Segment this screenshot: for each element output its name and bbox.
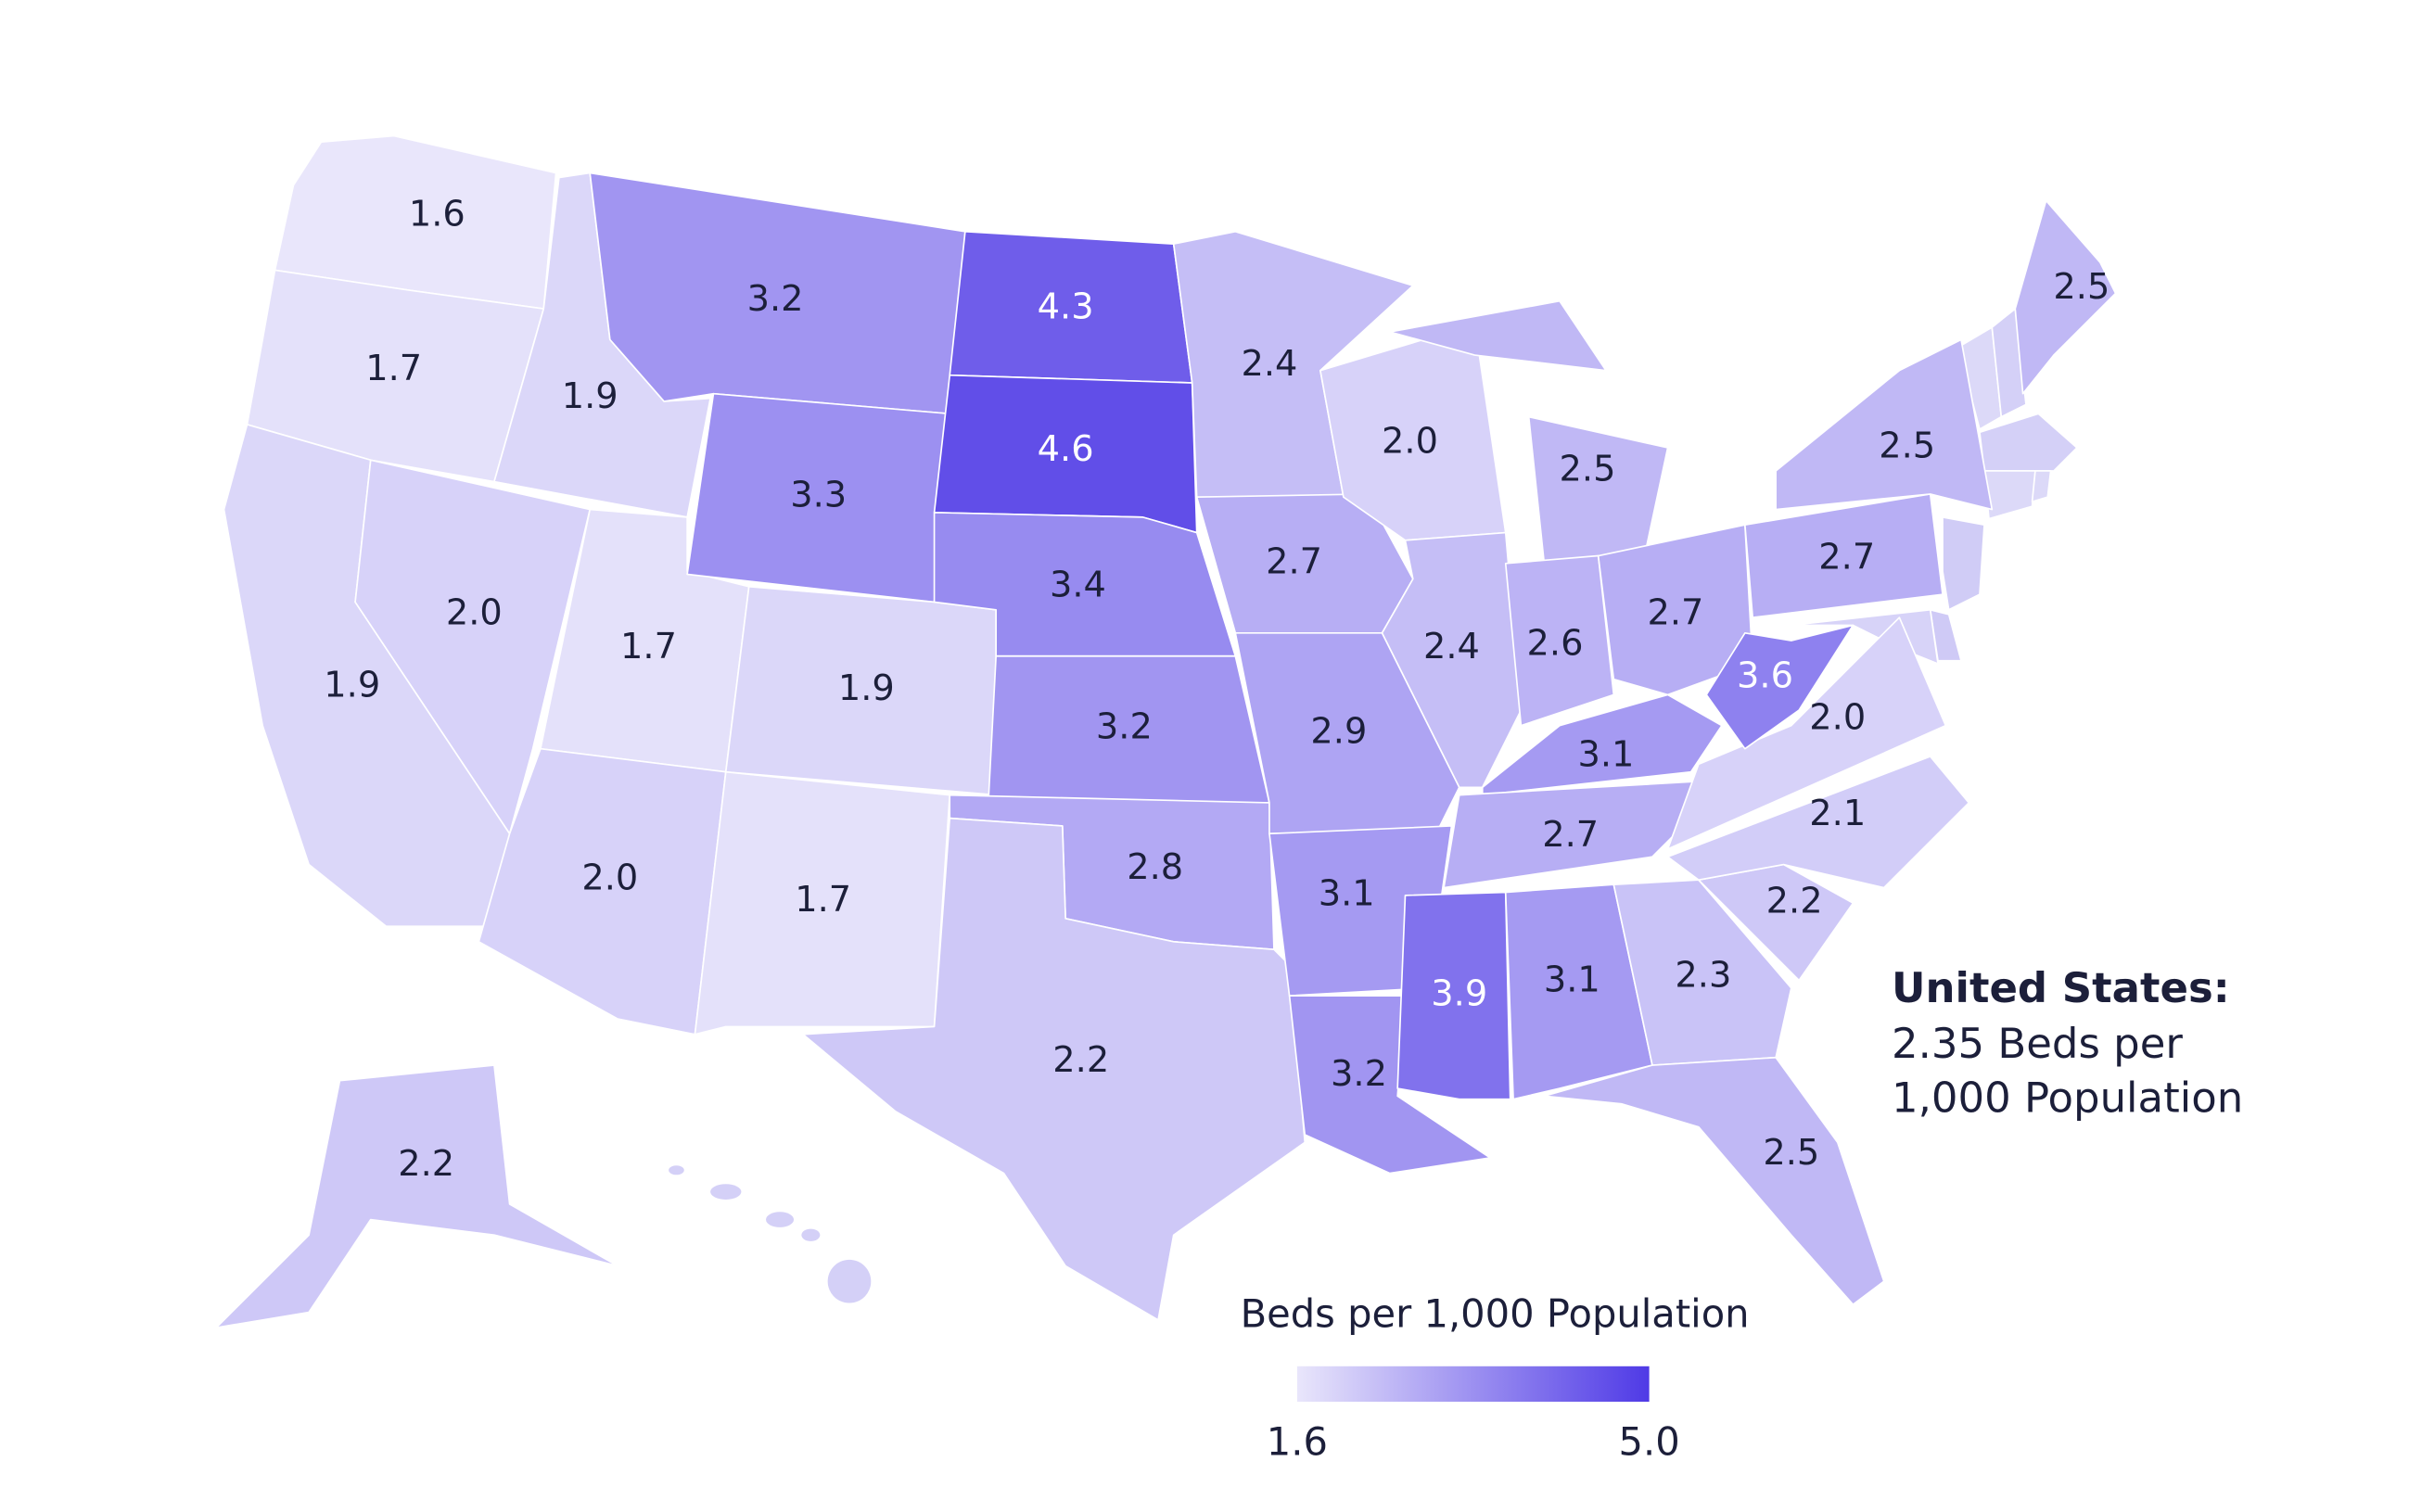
island [766,1212,795,1227]
state-value-label: 2.3 [1675,955,1731,997]
state-value-label: 2.2 [398,1143,454,1185]
state-value-label: 1.6 [409,194,465,235]
state-shape [1705,624,1855,750]
state-value-label: 2.8 [1127,846,1183,888]
annotation-title: United States: [1892,963,2230,1012]
legend-title: Beds per 1,000 Population [1241,1291,1750,1337]
state-value-label: 2.0 [1809,697,1866,739]
state-value-label: 2.7 [1542,814,1599,856]
state-value-label: 3.1 [1578,733,1635,775]
state-value-label: 2.9 [1310,711,1367,753]
state-shape [215,1064,619,1328]
state-value-label: 1.9 [324,665,380,706]
state-shape [1666,756,1970,889]
state-value-label: 4.3 [1038,286,1094,328]
state-value-label: 4.6 [1038,428,1094,470]
state-shape [1396,891,1511,1100]
state-shape [1979,413,2078,472]
state-shape [1666,616,1947,850]
state-value-label: 2.0 [446,591,503,633]
state-value-label: 2.7 [1266,540,1322,582]
state-value-label: 3.1 [1544,959,1600,1001]
state-shape [354,459,592,835]
state-shape [1942,516,1985,611]
state-value-label: 3.4 [1050,564,1106,605]
state-value-label: 2.0 [581,858,638,899]
island [669,1165,684,1175]
state-shape [802,817,1306,1321]
state-labels: 1.6 1.7 1.9 1.9 2.0 1.7 2.0 3.2 3.3 1.9 1.7 4.3 4.6 3… [324,194,2109,1185]
state-value-label: 2.7 [1647,591,1703,633]
state-value-label: 2.5 [1560,448,1616,489]
state-value-label: 1.7 [795,879,851,921]
state-shape [1381,531,1523,789]
state-shape [1775,338,1994,511]
state-value-label: 2.0 [1382,420,1438,462]
state-value-label: 1.9 [562,375,618,417]
state-shape [1983,470,2036,520]
state-shape [1504,883,1653,1100]
state-value-label: 2.5 [1879,425,1935,466]
state-value-label: 3.9 [1431,973,1487,1015]
state-value-label: 3.3 [790,475,847,516]
unlabeled-states [669,308,2078,1303]
states [215,134,2117,1328]
state-shape [246,269,545,483]
state-value-label: 2.2 [1052,1039,1109,1081]
state-value-label: 2.5 [2053,266,2109,308]
annotation-line: 1,000 Population [1892,1073,2243,1122]
state-value-label: 3.2 [1331,1053,1387,1095]
island [801,1228,821,1241]
state-shape [1543,1056,1885,1306]
state-value-label: 3.1 [1319,872,1375,914]
state-shape [1443,779,1731,889]
island [710,1184,742,1200]
state-value-label: 3.2 [747,278,804,320]
state-value-label: 1.7 [365,348,422,389]
legend-tick-label: 1.6 [1267,1419,1328,1465]
state-shape [1612,879,1792,1066]
state-value-label: 2.5 [1763,1132,1819,1174]
legend-ticks: 1.6 5.0 [1267,1419,1680,1465]
state-shape [1597,524,1754,696]
legend-colorbar [1296,1366,1650,1403]
island [827,1259,872,1303]
state-value-label: 2.4 [1423,626,1480,667]
annotation-line: 2.35 Beds per [1892,1019,2183,1068]
state-value-label: 2.4 [1241,343,1297,385]
state-shape [1744,493,1944,618]
state-value-label: 3.6 [1737,655,1793,697]
state-value-label: 2.1 [1809,793,1866,834]
state-value-label: 1.9 [838,667,895,709]
state-value-label: 2.7 [1818,536,1875,578]
state-value-label: 2.2 [1766,881,1823,922]
state-shape [694,770,951,1036]
state-value-label: 2.6 [1527,623,1584,665]
state-shape [2031,470,2052,503]
legend-tick-label: 5.0 [1619,1419,1680,1465]
state-value-label: 3.2 [1096,706,1153,748]
state-value-label: 1.7 [620,626,677,667]
state-shape [2014,199,2117,395]
state-shape [1504,554,1615,727]
